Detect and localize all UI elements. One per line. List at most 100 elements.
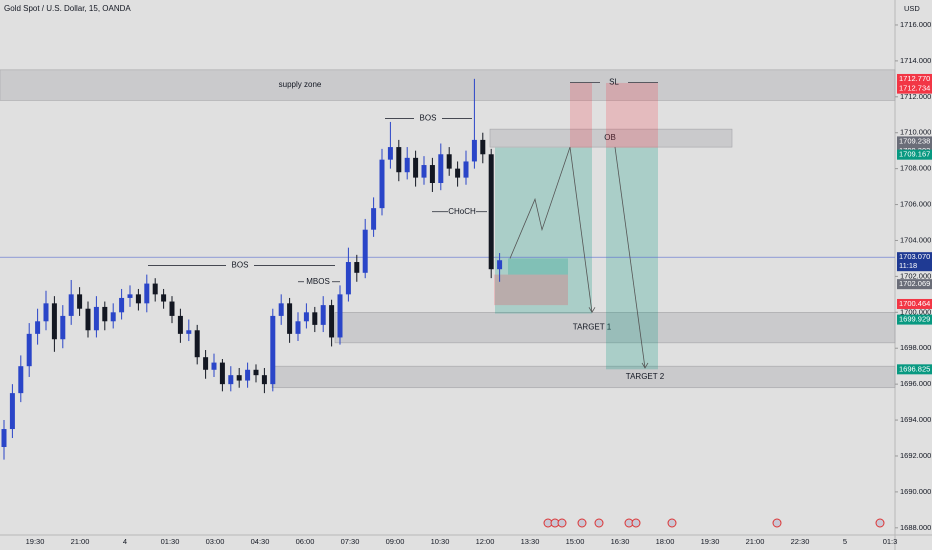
zone — [334, 312, 896, 344]
x-tick-label: 16:30 — [611, 537, 630, 546]
zone — [489, 128, 733, 148]
y-tick-label: 1702.000 — [900, 271, 931, 280]
price-label: 1699.929 — [899, 315, 930, 324]
price-label: 1712.770 — [899, 74, 930, 83]
y-tick-label: 1694.000 — [900, 415, 931, 424]
candle-body — [169, 301, 175, 316]
candle-body — [396, 147, 402, 173]
candle-body — [144, 283, 150, 304]
x-tick-label: 21:00 — [746, 537, 765, 546]
price-label-bg — [897, 298, 932, 309]
candle-body — [85, 308, 91, 331]
x-tick-label: 15:00 — [566, 537, 585, 546]
event-icons — [543, 518, 885, 528]
projection-path — [614, 147, 646, 369]
x-tick-label: 18:00 — [656, 537, 675, 546]
y-tick-label: 1688.000 — [900, 523, 931, 532]
candle-body — [110, 312, 116, 322]
candle-body — [68, 294, 74, 316]
x-tick-label: 12:00 — [476, 537, 495, 546]
candle-body — [329, 305, 335, 338]
price-label: 1703.070 — [899, 252, 930, 261]
price-label-bg — [897, 136, 932, 147]
chart-title: Gold Spot / U.S. Dollar, 15, OANDA — [4, 4, 131, 13]
candle-body — [245, 369, 251, 381]
candle-body — [194, 330, 200, 358]
candle-body — [43, 303, 49, 322]
price-label: 1709.238 — [899, 136, 930, 145]
x-tick-label: 5 — [843, 537, 847, 546]
zone-label: OB — [604, 133, 616, 142]
countdown: 11:18 — [899, 261, 917, 270]
candle-body — [93, 306, 99, 331]
candle-body — [404, 157, 410, 173]
target-box — [508, 258, 568, 275]
candle-body — [303, 312, 309, 322]
x-tick-label: 04:30 — [251, 537, 270, 546]
candle-body — [379, 159, 385, 209]
stop-box — [606, 82, 658, 148]
zone-label: TARGET 1 — [573, 323, 612, 332]
y-tick-label: 1700.000 — [900, 307, 931, 316]
zone-label: supply zone — [279, 80, 322, 89]
candle-body — [161, 294, 167, 302]
candle-body — [295, 321, 301, 334]
x-tick-label: 13:30 — [521, 537, 540, 546]
candle-body — [51, 303, 57, 340]
candle-body — [219, 362, 225, 385]
target-box — [495, 147, 592, 314]
zone — [0, 69, 896, 101]
candle-body — [446, 154, 452, 169]
candle-body — [18, 366, 24, 394]
level-label: CHoCH — [448, 207, 476, 216]
candle-body — [60, 315, 66, 340]
candle-body — [413, 157, 419, 178]
price-label-bg — [897, 252, 932, 272]
candle-body — [287, 303, 293, 334]
candle-body — [337, 294, 343, 338]
candle-body — [152, 283, 158, 295]
target-box — [606, 147, 658, 370]
candle-body — [203, 357, 209, 370]
candle-body — [488, 154, 494, 270]
candle-body — [1, 429, 7, 448]
candle-body — [312, 312, 318, 325]
candle-body — [387, 147, 393, 160]
candle-body — [177, 315, 183, 334]
candle-body — [270, 315, 276, 385]
price-label: 1702.069 — [899, 279, 930, 288]
price-label-bg — [897, 73, 932, 84]
y-tick-label: 1710.000 — [900, 128, 931, 137]
candle-body — [211, 362, 217, 370]
candle-body — [438, 154, 444, 184]
candle-body — [354, 262, 360, 273]
y-tick-label: 1716.000 — [900, 20, 931, 29]
x-tick-label: 01:30 — [161, 537, 180, 546]
y-tick-label: 1696.000 — [900, 379, 931, 388]
candle-body — [345, 262, 351, 295]
candle-body — [278, 303, 284, 316]
x-tick-label: 22:30 — [791, 537, 810, 546]
y-tick-label: 1708.000 — [900, 164, 931, 173]
price-label-bg — [897, 279, 932, 290]
x-tick-label: 01:3 — [883, 537, 898, 546]
candle-body — [77, 294, 83, 309]
y-tick-label: 1714.000 — [900, 56, 931, 65]
candle-body — [471, 139, 477, 162]
y-tick-label: 1692.000 — [900, 451, 931, 460]
candle-body — [480, 139, 486, 155]
price-label-bg — [897, 83, 932, 94]
candle-body — [320, 305, 326, 325]
stop-box — [570, 82, 592, 148]
candle-body — [463, 161, 469, 178]
price-label: 1712.734 — [899, 84, 930, 93]
candle-body — [186, 330, 192, 334]
price-label: 1696.825 — [899, 364, 930, 373]
candle-body — [253, 369, 259, 376]
x-tick-label: 09:00 — [386, 537, 405, 546]
candle-body — [119, 297, 125, 313]
candle-body — [497, 260, 503, 270]
